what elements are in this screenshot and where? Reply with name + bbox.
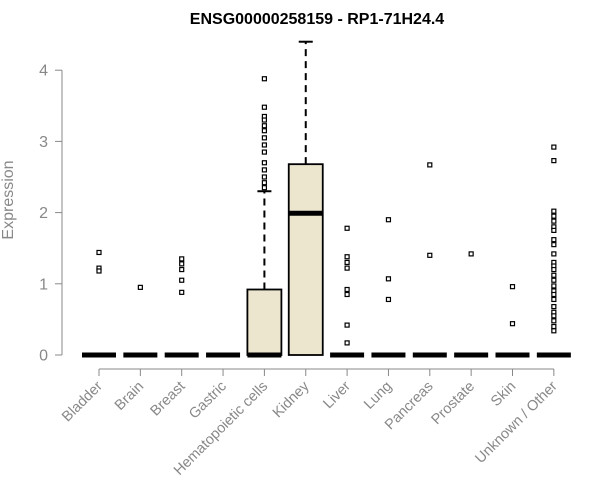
x-tick-label: Bladder: [59, 378, 106, 425]
outlier-point: [261, 149, 267, 155]
x-tick-label: Kidney: [270, 378, 313, 421]
outlier-point: [344, 291, 350, 298]
box-group: [287, 40, 324, 356]
y-tick-label: 3: [39, 134, 48, 151]
x-tick-label: Brain: [112, 379, 147, 414]
boxes-layer: [82, 40, 571, 358]
box-group: [330, 225, 365, 358]
x-tick-label: Prostate: [428, 379, 477, 428]
outlier-point: [179, 289, 185, 295]
box-group: [82, 249, 116, 358]
outlier-point: [344, 265, 350, 271]
chart-title: ENSG00000258159 - RP1-71H24.4: [190, 11, 444, 28]
outlier-point: [551, 218, 557, 224]
outlier-point: [551, 303, 557, 310]
y-axis: 0 1 2 3 4: [39, 63, 63, 365]
outlier-point: [551, 323, 557, 330]
outlier-point: [261, 180, 267, 186]
box-group: [536, 144, 571, 358]
outlier-point: [551, 266, 557, 273]
outlier-point: [551, 242, 557, 248]
outlier-point: [261, 174, 267, 180]
outlier-point: [179, 261, 185, 267]
outlier-point: [551, 237, 557, 243]
outlier-point: [468, 251, 474, 257]
outlier-point: [261, 104, 267, 110]
y-tick-label: 0: [39, 348, 48, 365]
outlier-point: [427, 162, 433, 168]
outlier-point: [551, 158, 557, 164]
outlier-point: [551, 296, 557, 303]
outlier-point: [261, 160, 267, 166]
x-tick-label: Skin: [488, 379, 519, 410]
outlier-point: [261, 76, 267, 82]
outlier-point: [551, 272, 557, 278]
y-axis-label: Expression: [0, 160, 17, 239]
box-group: [371, 217, 406, 358]
outlier-point: [551, 208, 557, 214]
outlier-point: [179, 256, 185, 262]
outlier-point: [179, 266, 185, 273]
y-tick-label: 2: [39, 205, 48, 222]
outlier-point: [551, 227, 557, 233]
outlier-point: [551, 283, 557, 289]
outlier-point: [385, 296, 392, 303]
outlier-point: [344, 259, 350, 266]
outlier-point: [344, 225, 350, 231]
outlier-point: [261, 123, 267, 129]
box-group: [412, 162, 447, 358]
x-tick-label: Lung: [361, 379, 395, 413]
outlier-point: [261, 185, 267, 191]
outlier-point: [344, 254, 350, 260]
box-group: [246, 76, 283, 358]
box-group: [495, 284, 530, 358]
outlier-point: [551, 251, 557, 257]
outlier-point: [509, 321, 516, 327]
outlier-point: [261, 117, 267, 123]
outlier-point: [261, 167, 267, 173]
y-tick-label: 4: [39, 63, 48, 80]
outlier-point: [261, 128, 267, 134]
outlier-point: [551, 313, 557, 319]
outlier-point: [344, 340, 350, 346]
outlier-point: [96, 249, 102, 256]
y-tick-label: 1: [39, 276, 48, 293]
outlier-point: [344, 286, 350, 293]
x-tick-label: Breast: [148, 379, 189, 420]
outlier-point: [551, 318, 557, 324]
box-body: [246, 288, 283, 356]
outlier-point: [261, 142, 267, 148]
outlier-point: [137, 284, 143, 290]
outlier-point: [344, 322, 350, 328]
box-group: [164, 256, 199, 358]
outlier-point: [96, 268, 102, 274]
outlier-point: [509, 284, 516, 290]
outlier-point: [427, 252, 433, 258]
outlier-point: [179, 277, 185, 283]
outlier-point: [551, 144, 557, 150]
outlier-point: [551, 213, 557, 219]
box-group: [454, 251, 489, 358]
outlier-point: [385, 217, 392, 223]
box-body: [287, 163, 324, 356]
outlier-point: [261, 135, 267, 141]
outlier-point: [385, 276, 392, 282]
box-group: [123, 284, 158, 358]
outlier-point: [551, 291, 557, 298]
outlier-point: [551, 277, 557, 283]
x-tick-label: Liver: [320, 378, 354, 412]
outlier-point: [551, 328, 557, 334]
